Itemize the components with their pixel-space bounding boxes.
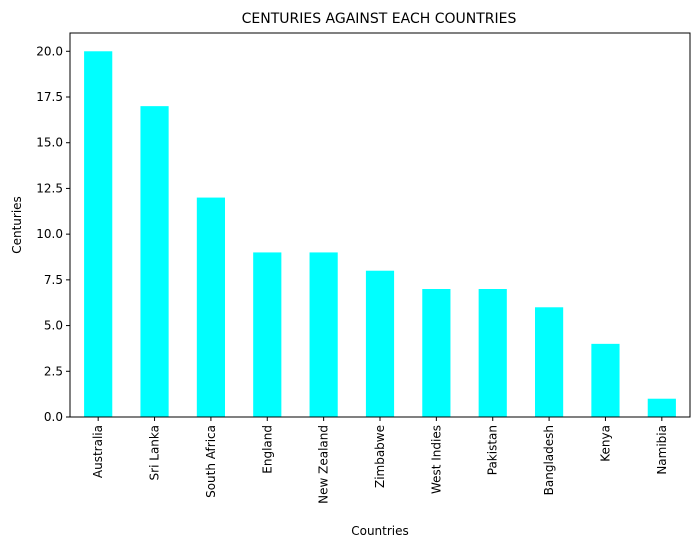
y-tick-label: 2.5 <box>44 364 63 378</box>
x-tick-label: West Indies <box>429 425 443 494</box>
y-tick-label: 7.5 <box>44 273 63 287</box>
bar-bangladesh <box>535 307 564 417</box>
y-tick-label: 12.5 <box>36 181 63 195</box>
bars-group <box>84 51 676 418</box>
x-tick-label: England <box>260 425 274 474</box>
x-tick-label: Namibia <box>655 425 669 475</box>
x-tick-label: Australia <box>91 425 105 478</box>
bar-england <box>253 252 282 417</box>
bar-zimbabwe <box>365 270 395 417</box>
x-tick-label: South Africa <box>204 425 218 498</box>
bar-namibia <box>647 398 676 417</box>
bar-south-africa <box>196 197 225 417</box>
y-tick-label: 0.0 <box>44 410 63 424</box>
y-tick-label: 10.0 <box>36 227 63 241</box>
x-tick-label: Pakistan <box>486 425 500 475</box>
y-axis-label: Centuries <box>10 196 24 254</box>
y-tick-label: 17.5 <box>36 90 63 104</box>
bar-pakistan <box>478 289 507 417</box>
chart-title: CENTURIES AGAINST EACH COUNTRIES <box>242 11 517 27</box>
y-tick-label: 20.0 <box>36 44 63 58</box>
bar-kenya <box>591 343 620 417</box>
x-tick-label: Sri Lanka <box>148 425 162 480</box>
y-axis: 0.0 2.5 5.0 7.5 10.0 12.5 15.0 17.5 20.0 <box>36 44 70 424</box>
bar-sri-lanka <box>140 106 169 418</box>
x-tick-label: Bangladesh <box>542 425 556 495</box>
x-axis: Australia Sri Lanka South Africa England New… <box>91 417 669 504</box>
x-tick-label: Kenya <box>598 425 612 462</box>
x-axis-label: Countries <box>351 524 409 538</box>
plot-frame <box>69 32 691 418</box>
y-tick-label: 5.0 <box>44 319 63 333</box>
bar-new-zealand <box>309 252 338 417</box>
x-tick-label: Zimbabwe <box>373 425 387 488</box>
x-tick-label: New Zealand <box>317 425 331 504</box>
bar-west-indies <box>422 289 451 417</box>
y-tick-label: 15.0 <box>36 136 63 150</box>
bar-australia <box>84 51 113 418</box>
